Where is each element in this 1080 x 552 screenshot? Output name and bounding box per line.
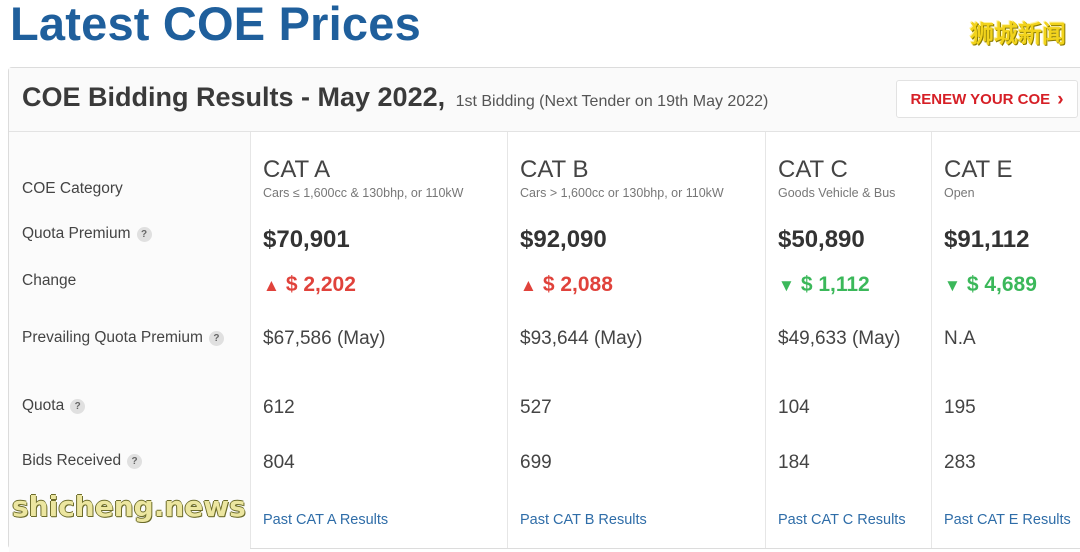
- change-amount: $ 2,088: [542, 273, 613, 296]
- label-text: Quota Premium: [22, 225, 131, 242]
- past-results-link-cat-a[interactable]: Past CAT A Results: [263, 512, 389, 528]
- page-title: Latest COE Prices: [10, 0, 421, 50]
- category-description: Goods Vehicle & Bus: [778, 186, 896, 200]
- coe-results-card: COE Bidding Results - May 2022, 1st Bidd…: [8, 67, 1080, 552]
- column-divider: [931, 132, 932, 548]
- row-labels-column: COE Category Quota Premium ? Change Prev…: [9, 132, 250, 552]
- help-icon[interactable]: ?: [136, 226, 152, 242]
- past-results-link-cat-b[interactable]: Past CAT B Results: [520, 512, 647, 528]
- renew-coe-button[interactable]: RENEW YOUR COE ›: [896, 80, 1078, 118]
- label-text: Quota: [22, 397, 65, 414]
- quota-value: 195: [944, 397, 976, 418]
- label-prevailing-quota-premium: Prevailing Quota Premium ?: [22, 329, 224, 347]
- label-bids-received: Bids Received ?: [22, 452, 143, 470]
- arrow-down-icon: ▼: [778, 276, 795, 295]
- past-results-link-cat-e[interactable]: Past CAT E Results: [944, 512, 1071, 528]
- category-name: CAT B: [520, 156, 589, 183]
- quota-value: 104: [778, 397, 810, 418]
- category-description: Open: [944, 186, 975, 200]
- category-column-cat-a: CAT A Cars ≤ 1,600cc & 130bhp, or 110kW …: [251, 132, 507, 552]
- change-value: ▲ $ 2,202: [263, 273, 356, 297]
- arrow-up-icon: ▲: [520, 276, 537, 295]
- watermark-top: 狮城新闻: [970, 20, 1066, 48]
- column-divider: [765, 132, 766, 548]
- bids-received-value: 283: [944, 452, 976, 473]
- column-divider: [507, 132, 508, 548]
- quota-value: 527: [520, 397, 552, 418]
- arrow-up-icon: ▲: [263, 276, 280, 295]
- arrow-down-icon: ▼: [944, 276, 961, 295]
- renew-coe-label: RENEW YOUR COE: [910, 90, 1051, 108]
- label-coe-category: COE Category: [22, 180, 123, 198]
- quota-premium-value: $70,901: [263, 226, 350, 253]
- prevailing-premium-value: $67,586 (May): [263, 328, 386, 349]
- prevailing-premium-value: $49,633 (May): [778, 328, 901, 349]
- category-name: CAT E: [944, 156, 1013, 183]
- label-text: Bids Received: [22, 452, 122, 469]
- chevron-right-icon: ›: [1057, 88, 1064, 110]
- bids-received-value: 699: [520, 452, 552, 473]
- label-text: Change: [22, 272, 77, 289]
- quota-value: 612: [263, 397, 295, 418]
- past-results-link-cat-c[interactable]: Past CAT C Results: [778, 512, 906, 528]
- category-name: CAT C: [778, 156, 848, 183]
- label-text: COE Category: [22, 180, 123, 197]
- help-icon[interactable]: ?: [70, 398, 86, 414]
- watermark-bottom: shicheng.news: [12, 490, 246, 523]
- label-quota: Quota ?: [22, 397, 86, 415]
- quota-premium-value: $92,090: [520, 226, 607, 253]
- category-column-cat-e: CAT E Open $91,112 ▼ $ 4,689 N.A 195 283 …: [932, 132, 1080, 552]
- help-icon[interactable]: ?: [127, 453, 143, 469]
- change-value: ▼ $ 1,112: [778, 273, 870, 297]
- quota-premium-value: $91,112: [944, 226, 1030, 253]
- change-amount: $ 2,202: [285, 273, 356, 296]
- prevailing-premium-value: N.A: [944, 328, 976, 349]
- bids-received-value: 184: [778, 452, 810, 473]
- card-title-main: COE Bidding Results - May 2022,: [22, 82, 446, 112]
- column-divider: [250, 132, 251, 548]
- card-title: COE Bidding Results - May 2022, 1st Bidd…: [22, 82, 768, 113]
- category-description: Cars ≤ 1,600cc & 130bhp, or 110kW: [263, 186, 464, 200]
- label-quota-premium: Quota Premium ?: [22, 225, 152, 243]
- category-column-cat-b: CAT B Cars > 1,600cc or 130bhp, or 110kW…: [508, 132, 765, 552]
- change-amount: $ 1,112: [800, 273, 870, 296]
- category-column-cat-c: CAT C Goods Vehicle & Bus $50,890 ▼ $ 1,1…: [766, 132, 931, 552]
- quota-premium-value: $50,890: [778, 226, 865, 253]
- label-text: Prevailing Quota Premium: [22, 329, 203, 346]
- help-icon[interactable]: ?: [208, 330, 224, 346]
- card-title-subtitle: 1st Bidding (Next Tender on 19th May 202…: [455, 93, 769, 110]
- category-description: Cars > 1,600cc or 130bhp, or 110kW: [520, 186, 724, 200]
- label-change: Change: [22, 272, 76, 290]
- change-value: ▼ $ 4,689: [944, 273, 1037, 297]
- change-amount: $ 4,689: [966, 273, 1037, 296]
- bids-received-value: 804: [263, 452, 295, 473]
- category-name: CAT A: [263, 156, 331, 183]
- change-value: ▲ $ 2,088: [520, 273, 613, 297]
- prevailing-premium-value: $93,644 (May): [520, 328, 643, 349]
